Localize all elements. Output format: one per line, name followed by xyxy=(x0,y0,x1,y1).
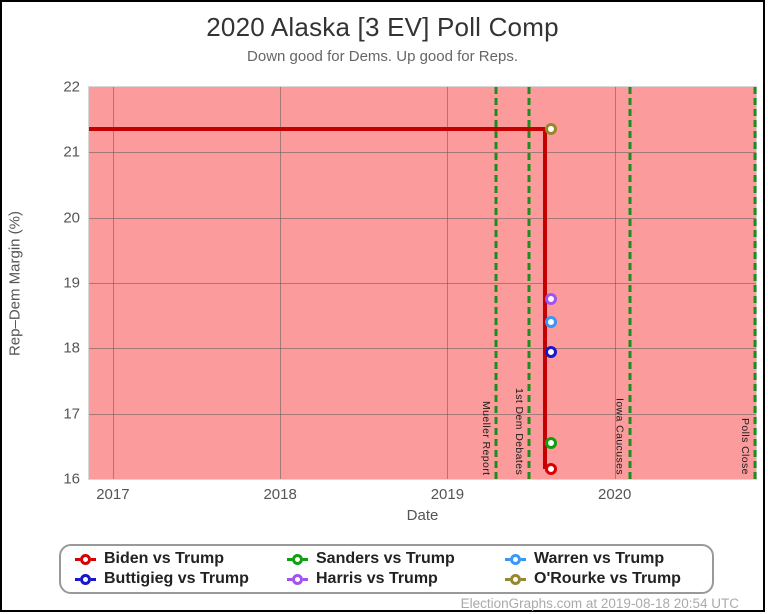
legend-line-stub xyxy=(75,577,80,581)
legend-ring-icon xyxy=(292,553,303,565)
y-tick-label: 17 xyxy=(63,405,80,423)
y-tick-label: 19 xyxy=(63,274,80,292)
event-line-1st-dem-debates xyxy=(527,87,531,479)
gridline-y-17 xyxy=(89,413,756,415)
y-tick-label: 16 xyxy=(63,470,80,488)
x-tick-label: 2018 xyxy=(263,486,297,503)
poll-trend-line-segment xyxy=(89,127,545,132)
legend-line-stub xyxy=(505,557,510,561)
gridline-x-2020 xyxy=(614,87,616,479)
plot-area: Mueller Report 1st Dem Debates Iowa Caucus… xyxy=(88,86,757,480)
y-tick-label: 20 xyxy=(63,209,80,227)
legend-line-stub xyxy=(303,557,308,561)
legend-label: Sanders vs Trump xyxy=(316,550,455,567)
legend-line-stub xyxy=(521,557,526,561)
event-line-mueller-report xyxy=(494,87,498,479)
legend-line-stub xyxy=(505,577,510,581)
x-tick-label: 2020 xyxy=(597,486,632,503)
chart-subtitle: Down good for Dems. Up good for Reps. xyxy=(247,48,518,65)
data-point-o-rourke-vs-trump xyxy=(545,123,558,136)
legend-label: Buttigieg vs Trump xyxy=(104,570,249,587)
event-line-iowa-caucuses xyxy=(628,87,632,479)
y-tick-label: 22 xyxy=(63,78,80,96)
gridline-x-2017 xyxy=(112,87,114,479)
event-label: Iowa Caucuses xyxy=(613,398,626,475)
legend-line-stub xyxy=(75,557,80,561)
gridline-y-21 xyxy=(89,152,756,154)
legend-ring-icon xyxy=(80,573,91,585)
legend-ring-icon xyxy=(510,573,521,585)
x-tick-label: 2019 xyxy=(430,486,465,503)
legend-label: O'Rourke vs Trump xyxy=(534,570,681,587)
legend-item-o-rourke-vs-trump: O'Rourke vs Trump xyxy=(505,570,730,588)
y-tick-label: 18 xyxy=(63,339,80,357)
legend-line-stub xyxy=(303,577,308,581)
x-axis-title: Date xyxy=(406,507,439,524)
event-label: Polls Close xyxy=(738,418,751,475)
legend-line-stub xyxy=(91,577,96,581)
legend-item-biden-vs-trump: Biden vs Trump xyxy=(75,550,287,568)
y-tick-label: 21 xyxy=(63,143,80,161)
legend-label: Biden vs Trump xyxy=(104,550,225,567)
gridline-x-2019 xyxy=(447,87,449,479)
footer-credit: ElectionGraphs.com at 2019-08-18 20:54 U… xyxy=(460,596,739,611)
legend-item-warren-vs-trump: Warren vs Trump xyxy=(505,550,730,568)
event-label: Mueller Report xyxy=(479,400,492,475)
legend-line-stub xyxy=(287,577,292,581)
legend-item-sanders-vs-trump: Sanders vs Trump xyxy=(287,550,505,568)
legend-line-stub xyxy=(287,557,292,561)
data-point-biden-vs-trump xyxy=(545,463,558,476)
legend-label: Warren vs Trump xyxy=(534,550,665,567)
legend-marker-icon xyxy=(75,573,96,585)
event-line-polls-close xyxy=(753,87,757,479)
legend-marker-icon xyxy=(505,553,526,565)
legend-ring-icon xyxy=(292,573,303,585)
data-point-buttigieg-vs-trump xyxy=(545,345,558,358)
gridline-y-18 xyxy=(89,348,756,350)
legend: Biden vs Trump Buttigieg vs Trump Sanders … xyxy=(59,544,714,594)
legend-ring-icon xyxy=(510,553,521,565)
legend-marker-icon xyxy=(287,573,308,585)
data-point-warren-vs-trump xyxy=(545,316,558,329)
y-axis-title: Rep–Dem Margin (%) xyxy=(6,210,24,357)
gridline-y-19 xyxy=(89,283,756,284)
chart-title: 2020 Alaska [3 EV] Poll Comp xyxy=(206,12,559,42)
legend-line-stub xyxy=(91,557,96,561)
gridline-y-20 xyxy=(89,217,756,219)
event-label: 1st Dem Debates xyxy=(512,387,525,475)
legend-item-harris-vs-trump: Harris vs Trump xyxy=(287,570,505,588)
data-point-sanders-vs-trump xyxy=(545,437,558,450)
legend-item-buttigieg-vs-trump: Buttigieg vs Trump xyxy=(75,570,287,588)
legend-marker-icon xyxy=(505,573,526,585)
legend-marker-icon xyxy=(75,553,96,565)
legend-ring-icon xyxy=(80,553,91,565)
legend-label: Harris vs Trump xyxy=(316,570,438,587)
legend-marker-icon xyxy=(287,553,308,565)
gridline-x-2018 xyxy=(280,87,282,479)
legend-line-stub xyxy=(521,577,526,581)
x-tick-label: 2017 xyxy=(96,486,130,503)
poll-trend-line-segment xyxy=(542,129,547,470)
data-point-harris-vs-trump xyxy=(545,293,558,306)
